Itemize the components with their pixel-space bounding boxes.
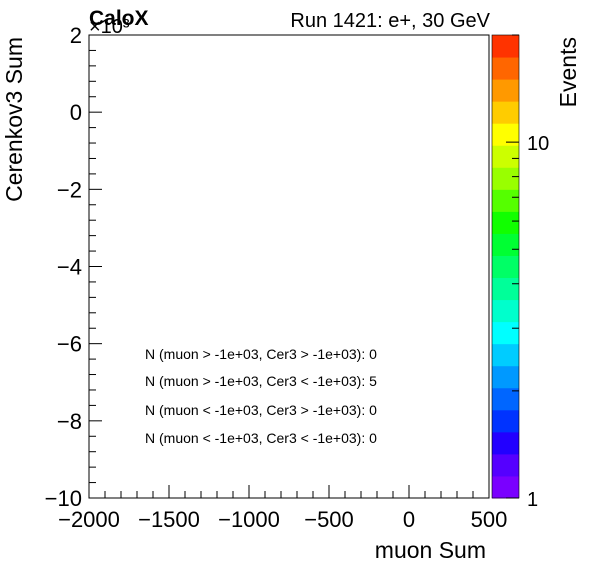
colorbar-frame [491, 34, 520, 499]
chart-title: Run 1421: e+, 30 GeV [290, 10, 490, 32]
colorbar-segment [492, 167, 519, 190]
colorbar-segment [492, 189, 519, 212]
colorbar-segment [492, 255, 519, 279]
colorbar-segment [492, 277, 519, 301]
x-tick-label: −1000 [218, 507, 280, 532]
annotation-count-4: N (muon < -1e+03, Cer3 < -1e+03): 0 [145, 430, 377, 446]
y-axis-title: Cerenkov3 Sum [1, 37, 27, 202]
x-tick-label: −1500 [138, 507, 200, 532]
x-tick-label: −2000 [58, 507, 120, 532]
annotations: N (muon > -1e+03, Cer3 > -1e+03): 0 N (m… [145, 346, 377, 446]
colorbar-segment [492, 475, 519, 499]
colorbar-segment [492, 101, 519, 124]
y-tick-label: 2 [70, 23, 82, 48]
annotation-count-1: N (muon > -1e+03, Cer3 > -1e+03): 0 [145, 346, 377, 362]
annotation-count-3: N (muon < -1e+03, Cer3 > -1e+03): 0 [145, 402, 377, 418]
x-tick-label: 0 [403, 507, 415, 532]
colorbar-segment [492, 35, 519, 58]
y-exponent-label: ×10³ [89, 16, 130, 38]
colorbar-segment [492, 431, 519, 455]
colorbar-segment [492, 123, 519, 146]
colorbar-segment [492, 299, 519, 323]
colorbar-segment [492, 387, 519, 411]
colorbar-segment [492, 211, 519, 234]
colorbar-tick-label: 10 [527, 133, 549, 155]
x-axis-title: muon Sum [375, 537, 486, 563]
color-bar: 1 10 [491, 34, 549, 511]
x-axis: −2000 −1500 −1000 −500 0 500 [58, 485, 507, 532]
x-tick-label: 500 [471, 507, 508, 532]
brand-label: CaloX [89, 7, 149, 30]
y-axis: 2 0 −2 −4 −6 −8 −10 [45, 23, 102, 511]
colorbar-segment [492, 343, 519, 367]
colorbar-title: Events [555, 37, 581, 107]
y-tick-label: −6 [57, 332, 82, 357]
y-tick-label: −4 [57, 255, 82, 280]
y-tick-label: −10 [45, 486, 82, 511]
colorbar-segment [492, 365, 519, 389]
y-tick-label: −8 [57, 409, 82, 434]
colorbar-tick-label: 1 [527, 489, 538, 511]
colorbar-segment [492, 321, 519, 345]
colorbar-segment [492, 57, 519, 80]
colorbar-segment [492, 409, 519, 433]
annotation-count-2: N (muon > -1e+03, Cer3 < -1e+03): 5 [145, 373, 377, 389]
colorbar-segment [492, 145, 519, 168]
y-tick-label: −2 [57, 177, 82, 202]
colorbar-segment [492, 233, 519, 256]
colorbar-segment [492, 453, 519, 477]
x-tick-label: −500 [304, 507, 354, 532]
colorbar-segment [492, 79, 519, 102]
y-tick-label: 0 [70, 100, 82, 125]
